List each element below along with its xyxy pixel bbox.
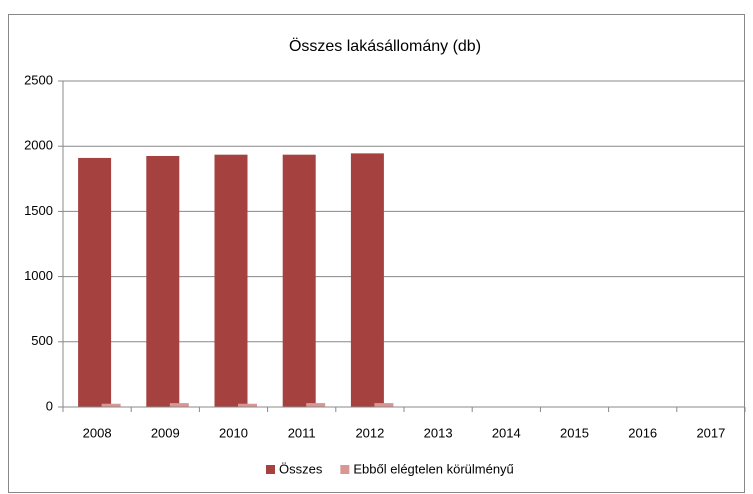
legend-label: Ebből elégtelen körülményű (353, 461, 513, 476)
y-tick-label: 1500 (24, 203, 53, 218)
bar (282, 154, 316, 407)
x-tick-label: 2013 (424, 425, 453, 440)
bar (350, 153, 384, 407)
legend-swatch (340, 465, 350, 474)
y-tick-label: 500 (31, 333, 53, 348)
y-tick-label: 1000 (24, 268, 53, 283)
x-tick-label: 2009 (151, 425, 180, 440)
bar (101, 403, 121, 407)
x-tick-label: 2011 (288, 425, 316, 440)
x-tick-label: 2010 (219, 425, 248, 440)
bar (78, 157, 112, 407)
x-tick-label: 2017 (696, 425, 725, 440)
bar (169, 403, 189, 407)
legend-swatch (266, 465, 275, 474)
chart-title: Összes lakásállomány (db) (289, 37, 481, 55)
bar (214, 154, 248, 407)
bar (146, 155, 180, 407)
x-tick-label: 2015 (560, 425, 589, 440)
bar (238, 403, 257, 407)
bar (374, 403, 394, 407)
x-tick-label: 2008 (83, 425, 112, 440)
legend-label: Összes (279, 461, 323, 476)
bar (306, 403, 326, 407)
x-tick-label: 2012 (355, 425, 384, 440)
x-tick-label: 2016 (628, 425, 657, 440)
x-tick-label: 2014 (492, 425, 521, 440)
y-tick-label: 2000 (24, 138, 53, 153)
y-tick-label: 0 (46, 398, 53, 413)
y-tick-label: 2500 (24, 72, 53, 87)
